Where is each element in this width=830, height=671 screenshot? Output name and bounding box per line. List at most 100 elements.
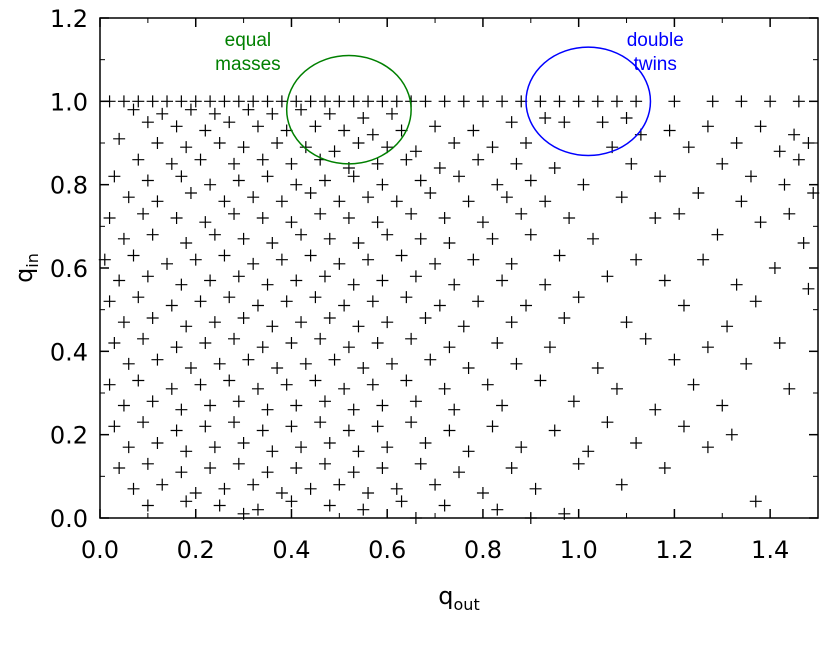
data-point <box>472 153 485 166</box>
data-point <box>381 141 394 154</box>
data-point <box>132 95 145 108</box>
data-point <box>768 262 781 274</box>
data-point <box>271 137 284 149</box>
data-point <box>189 253 202 266</box>
data-point <box>385 357 398 370</box>
data-point <box>285 157 298 170</box>
data-point <box>242 353 255 366</box>
data-point <box>122 357 135 370</box>
data-point <box>151 353 164 366</box>
data-point <box>132 374 145 387</box>
data-point <box>318 270 331 283</box>
data-point <box>314 332 327 345</box>
data-point <box>290 399 303 412</box>
data-point <box>113 132 126 145</box>
data-point <box>448 403 461 416</box>
data-point <box>266 320 279 333</box>
data-point <box>716 157 729 170</box>
data-point <box>256 424 269 437</box>
data-point <box>275 195 288 208</box>
x-tick-label: 0.6 <box>368 536 406 564</box>
data-point <box>304 249 317 262</box>
data-point <box>194 153 207 166</box>
y-tick-label: 0.2 <box>50 422 88 450</box>
svg-text:qin: qin <box>10 253 42 283</box>
data-point <box>141 174 154 187</box>
data-point <box>424 187 437 199</box>
data-point <box>677 420 690 433</box>
data-point <box>615 478 628 491</box>
data-point <box>242 103 255 116</box>
y-axis-label-main: q <box>10 268 38 283</box>
data-point <box>682 141 695 154</box>
data-point <box>395 124 408 137</box>
data-point <box>117 399 130 412</box>
data-point <box>251 503 264 516</box>
data-point <box>462 362 475 374</box>
data-point <box>677 299 690 312</box>
x-tick-label: 0.4 <box>272 536 310 564</box>
data-point <box>414 174 427 187</box>
data-point <box>486 141 499 154</box>
data-point <box>548 162 561 174</box>
data-point <box>429 257 442 270</box>
data-point <box>697 253 710 266</box>
data-point <box>505 462 518 474</box>
data-point <box>103 212 116 224</box>
data-point <box>213 357 226 370</box>
data-point <box>256 212 269 224</box>
data-point <box>620 112 633 124</box>
data-point <box>400 374 413 387</box>
data-point <box>414 232 427 245</box>
annotation-layer: equal masses double twins <box>215 30 684 165</box>
data-point <box>290 178 303 191</box>
data-point <box>338 124 351 137</box>
data-point <box>170 341 183 354</box>
data-point <box>180 495 193 508</box>
data-point <box>385 107 398 120</box>
data-point <box>218 195 231 208</box>
data-point <box>295 441 308 454</box>
data-point <box>807 187 820 199</box>
data-point <box>692 187 705 199</box>
data-point <box>151 437 164 449</box>
data-point <box>175 466 188 479</box>
data-point <box>773 337 786 349</box>
data-point <box>558 116 571 129</box>
data-point <box>232 395 245 408</box>
data-point <box>534 95 547 108</box>
data-point <box>156 107 169 120</box>
data-point <box>400 153 413 166</box>
data-point <box>318 95 331 108</box>
data-point <box>333 478 346 491</box>
data-point <box>515 95 528 108</box>
data-point <box>251 299 264 312</box>
data-point <box>448 278 461 291</box>
data-point <box>304 95 317 108</box>
data-point <box>175 278 188 291</box>
data-point <box>409 145 422 158</box>
data-point <box>721 320 734 333</box>
x-tick-label: 0.2 <box>177 536 215 564</box>
data-point <box>98 253 111 266</box>
data-point <box>792 95 805 108</box>
data-point <box>137 416 150 429</box>
data-point <box>175 95 188 108</box>
data-point <box>117 95 130 108</box>
data-point <box>285 420 298 433</box>
data-point <box>117 316 130 329</box>
data-point <box>295 103 308 116</box>
data-point <box>141 116 154 129</box>
data-point <box>658 462 671 474</box>
data-point <box>749 495 762 508</box>
data-point <box>309 291 322 304</box>
data-point <box>376 274 389 287</box>
data-point <box>323 107 336 120</box>
data-point <box>486 232 499 245</box>
data-point <box>151 137 164 149</box>
data-point <box>663 124 676 137</box>
x-tick-label: 0.0 <box>81 536 119 564</box>
data-point <box>352 320 365 333</box>
data-point <box>199 124 212 137</box>
